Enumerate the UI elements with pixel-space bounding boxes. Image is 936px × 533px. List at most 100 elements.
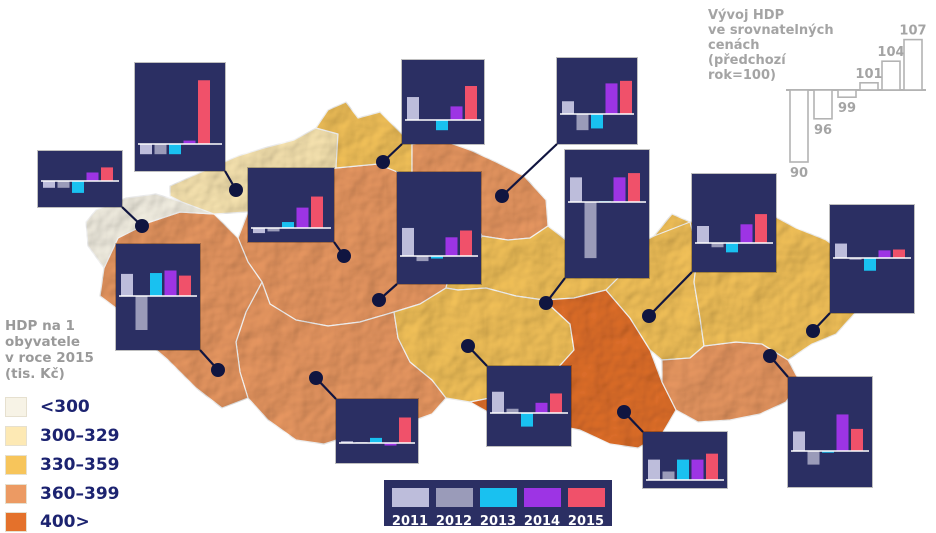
year-swatch bbox=[480, 488, 517, 507]
year-swatch bbox=[436, 488, 473, 507]
mini-bar bbox=[436, 120, 448, 131]
mini-bar bbox=[613, 177, 626, 202]
mini-bar bbox=[535, 402, 548, 413]
mini-bar bbox=[697, 226, 709, 243]
region-dot bbox=[337, 249, 351, 263]
legend-label: 330–359 bbox=[40, 455, 120, 475]
leader-line bbox=[648, 271, 693, 317]
mini-chart bbox=[397, 172, 481, 284]
legend-swatch bbox=[5, 512, 27, 532]
mini-bar bbox=[445, 237, 458, 256]
mini-bar bbox=[893, 249, 905, 258]
mini-chart bbox=[135, 63, 225, 171]
mini-bar bbox=[864, 258, 876, 271]
map-region bbox=[85, 193, 215, 269]
mini-bar bbox=[711, 243, 724, 248]
year-swatch bbox=[524, 488, 561, 507]
mini-chart bbox=[38, 151, 122, 207]
mini-bar bbox=[460, 230, 472, 256]
mini-bar bbox=[399, 417, 411, 443]
mini-chart bbox=[788, 377, 872, 487]
region-dot bbox=[642, 309, 656, 323]
mini-bar bbox=[835, 243, 847, 258]
legend-label: 360–399 bbox=[40, 484, 120, 504]
legend-label: 400> bbox=[40, 512, 90, 532]
mini-bar bbox=[570, 177, 582, 202]
gdp-bar bbox=[837, 89, 857, 98]
mini-bar bbox=[86, 172, 99, 181]
mini-bar bbox=[121, 273, 133, 296]
legend-title: HDP na 1 obyvatele v roce 2015 (tis. Kč) bbox=[5, 318, 94, 382]
leader-line bbox=[501, 143, 558, 197]
mini-bar bbox=[311, 196, 323, 228]
mini-bar bbox=[370, 437, 382, 443]
mini-bar bbox=[72, 181, 84, 193]
mini-bar bbox=[183, 140, 196, 144]
region-dot bbox=[539, 296, 553, 310]
mini-bar bbox=[43, 181, 55, 188]
region-dot bbox=[309, 371, 323, 385]
year-legend: 2011 2012 2013 2014 2015 bbox=[384, 480, 612, 529]
mini-bar bbox=[154, 144, 167, 155]
mini-bar bbox=[878, 250, 891, 258]
mini-bar bbox=[492, 391, 504, 413]
mini-bar bbox=[341, 441, 353, 443]
year-swatch bbox=[568, 488, 605, 507]
year-label: 2011 bbox=[391, 514, 429, 529]
mini-bar bbox=[706, 453, 718, 480]
mini-bar bbox=[253, 228, 265, 234]
mini-bar bbox=[179, 275, 191, 296]
mini-bar bbox=[101, 167, 113, 181]
mini-bar bbox=[506, 408, 519, 413]
mini-bar bbox=[755, 214, 767, 243]
year-label: 2013 bbox=[479, 514, 517, 529]
region-dot bbox=[763, 349, 777, 363]
gdp-panel-title: Vývoj HDP ve srovnatelných cenách (předc… bbox=[708, 8, 834, 83]
mini-bar bbox=[605, 83, 618, 114]
mini-chart bbox=[116, 244, 200, 350]
mini-bar bbox=[584, 202, 597, 259]
gdp-bar-label: 96 bbox=[814, 123, 832, 138]
region-dot bbox=[806, 324, 820, 338]
region-dot bbox=[495, 189, 509, 203]
mini-bar bbox=[591, 114, 603, 129]
mini-chart bbox=[402, 60, 484, 144]
mini-bar bbox=[431, 256, 443, 259]
gdp-bar-label: 99 bbox=[838, 101, 856, 116]
mini-bar bbox=[282, 222, 294, 228]
legend-swatch bbox=[5, 397, 27, 417]
mini-bar bbox=[296, 207, 309, 228]
legend-swatch bbox=[5, 484, 27, 504]
region-dot bbox=[372, 293, 386, 307]
mini-bar bbox=[550, 393, 562, 413]
mini-bar bbox=[402, 227, 414, 256]
mini-bar bbox=[620, 80, 632, 114]
legend-swatch bbox=[5, 426, 27, 446]
mini-chart bbox=[557, 58, 637, 144]
mini-bar bbox=[267, 228, 280, 232]
mini-bar bbox=[416, 256, 429, 262]
mini-bar bbox=[465, 86, 477, 120]
gdp-bar bbox=[859, 82, 879, 91]
mini-bar bbox=[150, 273, 162, 296]
region-dot bbox=[376, 155, 390, 169]
region-dot bbox=[135, 219, 149, 233]
mini-bar bbox=[407, 97, 419, 120]
gdp-bar bbox=[881, 60, 901, 91]
mini-bar bbox=[135, 296, 148, 330]
mini-bar bbox=[849, 258, 862, 260]
mini-bar bbox=[662, 471, 675, 480]
year-label: 2012 bbox=[435, 514, 473, 529]
mini-chart bbox=[248, 168, 334, 242]
mini-bar bbox=[851, 428, 863, 451]
region-dot bbox=[617, 405, 631, 419]
gdp-bar bbox=[813, 89, 833, 120]
gdp-bar-label: 104 bbox=[877, 45, 904, 60]
mini-bar bbox=[384, 443, 397, 446]
gdp-bar-label: 101 bbox=[855, 67, 882, 82]
mini-bar bbox=[793, 431, 805, 451]
mini-bar bbox=[521, 413, 533, 427]
legend-item: 400> bbox=[5, 511, 90, 533]
legend-item: <300 bbox=[5, 396, 90, 418]
mini-bar bbox=[576, 114, 589, 131]
